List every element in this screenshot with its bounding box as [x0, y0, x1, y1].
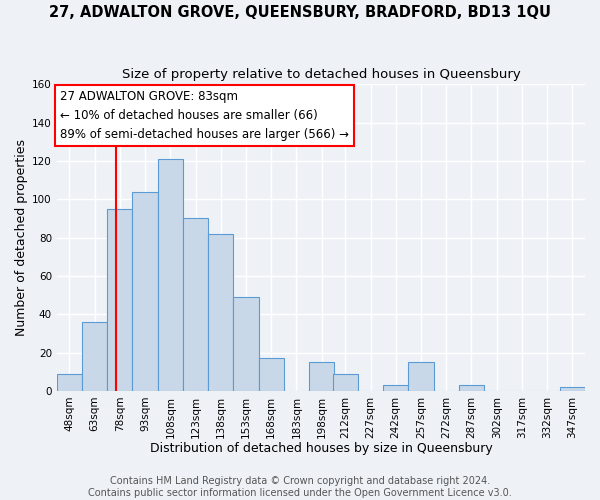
Bar	[383, 385, 409, 391]
Text: Contains HM Land Registry data © Crown copyright and database right 2024.
Contai: Contains HM Land Registry data © Crown c…	[88, 476, 512, 498]
Bar	[82, 322, 107, 391]
Bar	[332, 374, 358, 391]
Bar	[183, 218, 208, 391]
Bar	[459, 385, 484, 391]
Text: 27, ADWALTON GROVE, QUEENSBURY, BRADFORD, BD13 1QU: 27, ADWALTON GROVE, QUEENSBURY, BRADFORD…	[49, 5, 551, 20]
Bar	[133, 192, 158, 391]
Title: Size of property relative to detached houses in Queensbury: Size of property relative to detached ho…	[122, 68, 520, 80]
X-axis label: Distribution of detached houses by size in Queensbury: Distribution of detached houses by size …	[149, 442, 492, 455]
Bar	[233, 297, 259, 391]
Bar	[208, 234, 233, 391]
Text: 27 ADWALTON GROVE: 83sqm
← 10% of detached houses are smaller (66)
89% of semi-d: 27 ADWALTON GROVE: 83sqm ← 10% of detach…	[60, 90, 349, 141]
Bar	[107, 209, 133, 391]
Bar	[560, 387, 585, 391]
Bar	[57, 374, 82, 391]
Bar	[259, 358, 284, 391]
Bar	[309, 362, 334, 391]
Y-axis label: Number of detached properties: Number of detached properties	[15, 139, 28, 336]
Bar	[409, 362, 434, 391]
Bar	[158, 159, 183, 391]
